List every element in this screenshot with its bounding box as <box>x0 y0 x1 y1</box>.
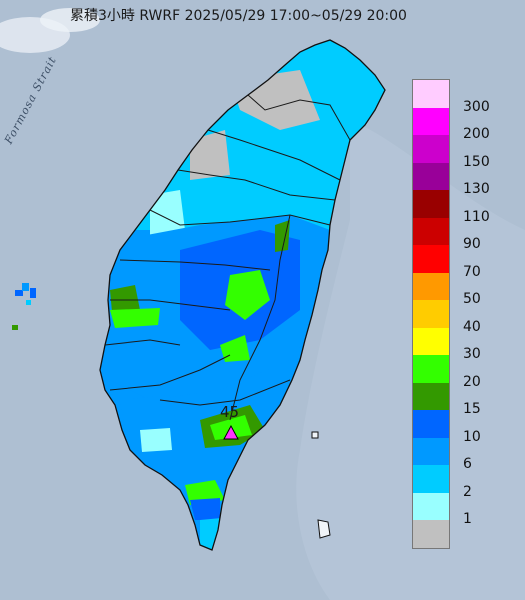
no-rain-northwest <box>190 130 230 180</box>
legend-swatch <box>413 162 449 190</box>
penghu-islands <box>12 283 36 330</box>
sea-shading <box>296 120 525 600</box>
rainfall-legend <box>412 79 450 549</box>
rain-20mm-central <box>225 270 270 320</box>
rain-1mm-south <box>140 428 172 452</box>
legend-swatch <box>413 520 449 548</box>
legend-swatch <box>413 382 449 410</box>
legend-tick-label: 110 <box>463 208 490 225</box>
legend-swatch <box>413 217 449 245</box>
legend-swatch <box>413 437 449 465</box>
legend-tick-label: 2 <box>463 483 472 500</box>
lanyu-islands <box>311 431 331 539</box>
legend-tick-label: 300 <box>463 98 490 115</box>
legend-tick-label: 50 <box>463 291 481 307</box>
legend-tick-label: 30 <box>463 346 481 362</box>
map-title: 累積3小時 RWRF 2025/05/29 17:00~05/29 20:00 <box>70 8 407 24</box>
legend-swatch <box>413 107 449 135</box>
legend-swatch <box>413 80 449 108</box>
legend-swatch <box>413 465 449 493</box>
legend-tick-label: 130 <box>463 181 490 197</box>
rain-10mm-southtip <box>190 498 220 520</box>
rain-15mm-ridge <box>275 220 290 252</box>
legend-swatch <box>413 355 449 383</box>
coastline <box>99 39 386 551</box>
legend-swatch <box>413 410 449 438</box>
legend-tick-label: 200 <box>463 126 490 142</box>
peak-value-label: 45 <box>220 403 240 421</box>
legend-swatch <box>413 492 449 520</box>
legend-swatch <box>413 135 449 163</box>
legend-swatch <box>413 190 449 218</box>
legend-swatch <box>413 272 449 300</box>
rain-1mm-west <box>150 190 185 235</box>
legend-tick-label: 10 <box>463 428 481 445</box>
rain-20mm-midsouth <box>220 335 250 362</box>
rain-15mm-west <box>110 285 140 312</box>
legend-tick-label: 15 <box>463 401 481 417</box>
legend-tick-label: 70 <box>463 263 481 280</box>
legend-tick-label: 40 <box>463 318 481 335</box>
rain-20mm-west <box>110 308 160 328</box>
legend-swatch <box>413 300 449 328</box>
legend-tick-label: 20 <box>463 373 481 390</box>
legend-swatch <box>413 327 449 355</box>
cloud-patch <box>40 8 100 32</box>
legend-tick-label: 1 <box>463 511 472 527</box>
county-boundaries <box>104 94 351 421</box>
peak-marker-icon <box>223 424 239 440</box>
legend-tick-label: 90 <box>463 236 481 252</box>
legend-tick-label: 6 <box>463 456 472 472</box>
legend-tick-label: 150 <box>463 153 490 170</box>
legend-swatch <box>413 245 449 273</box>
